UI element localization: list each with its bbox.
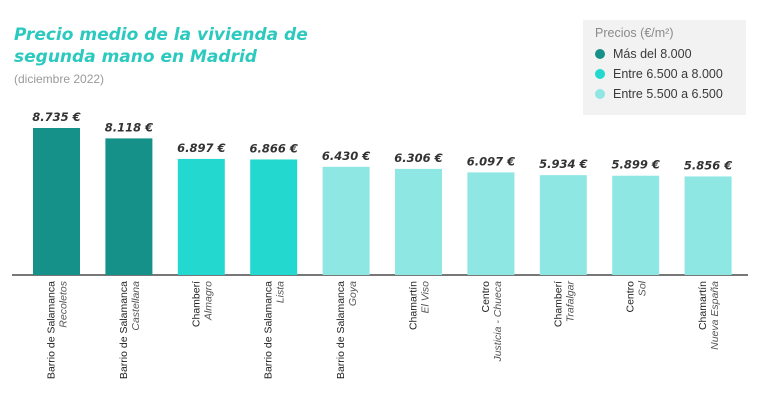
legend: Precios (€/m²) Más del 8.000 Entre 6.500… — [583, 20, 746, 115]
category-district-6: Chamartín — [408, 281, 420, 330]
category-label-5: Barrio de Salamanca Goya — [335, 281, 359, 379]
category-district-8: Chamberí — [552, 281, 564, 327]
category-neighborhood-3: Almagro — [202, 281, 214, 321]
legend-label-low: Entre 5.500 a 6.500 — [613, 87, 723, 101]
category-label-7: Centro Justicia - Chueca — [480, 281, 504, 363]
category-neighborhood-2: Castellana — [130, 281, 142, 331]
value-label-2: 8.118 € — [105, 120, 153, 134]
value-label-8: 5.934 € — [539, 157, 587, 171]
category-neighborhood-5: Goya — [347, 281, 359, 306]
value-label-1: 8.735 € — [32, 110, 80, 124]
legend-item-low: Entre 5.500 a 6.500 — [595, 86, 734, 102]
legend-item-high: Más del 8.000 — [595, 46, 734, 62]
value-label-3: 6.897 € — [177, 141, 225, 155]
legend-swatch-low — [595, 89, 605, 99]
category-neighborhood-8: Trafalgar — [564, 281, 576, 323]
legend-swatch-mid — [595, 69, 605, 79]
value-label-4: 6.866 € — [250, 141, 298, 155]
category-neighborhood-10: Nueva España — [709, 281, 721, 350]
category-neighborhood-4: Lista — [275, 281, 287, 303]
value-label-7: 6.097 € — [467, 154, 515, 168]
category-label-1: Barrio de Salamanca Recoletos — [46, 280, 70, 379]
value-label-9: 5.899 € — [612, 158, 660, 172]
bar-2 — [105, 138, 153, 275]
category-district-3: Chamberí — [190, 281, 202, 327]
category-label-6: Chamartín El Viso — [408, 281, 432, 330]
legend-swatch-high — [595, 49, 605, 59]
bar-6 — [395, 168, 442, 275]
bar-4 — [250, 159, 298, 275]
category-label-10: Chamartín Nueva España — [697, 281, 721, 350]
category-district-4: Barrio de Salamanca — [263, 281, 275, 379]
bar-8 — [539, 175, 587, 275]
legend-label-mid: Entre 6.500 a 8.000 — [613, 67, 723, 81]
category-district-9: Centro — [625, 281, 637, 313]
chart-subtitle: (diciembre 2022) — [14, 72, 105, 86]
bar-1 — [33, 128, 80, 275]
category-neighborhood-9: Sol — [637, 280, 649, 296]
category-neighborhood-6: El Viso — [420, 281, 432, 314]
value-label-5: 6.430 € — [322, 149, 370, 163]
legend-title: Precios (€/m²) — [595, 26, 674, 40]
bar-5 — [322, 166, 370, 275]
category-label-3: Chamberí Almagro — [190, 281, 214, 327]
category-label-8: Chamberí Trafalgar — [552, 281, 576, 328]
category-district-5: Barrio de Salamanca — [335, 281, 347, 379]
legend-label-high: Más del 8.000 — [613, 47, 692, 61]
value-label-6: 6.306 € — [394, 151, 442, 165]
category-neighborhood-7: Justicia - Chueca — [492, 281, 504, 363]
category-district-2: Barrio de Salamanca — [118, 281, 130, 379]
bar-3 — [177, 158, 225, 275]
bar-10 — [684, 176, 732, 275]
category-district-1: Barrio de Salamanca — [46, 281, 58, 379]
category-label-9: Centro Sol — [625, 280, 649, 312]
category-neighborhood-1: Recoletos — [58, 280, 70, 327]
bar-7 — [467, 172, 515, 275]
bar-9 — [612, 175, 660, 275]
chart-title: Precio medio de la vivienda de segunda m… — [14, 25, 308, 67]
category-district-7: Centro — [480, 281, 492, 313]
category-label-2: Barrio de Salamanca Castellana — [118, 281, 142, 379]
legend-item-mid: Entre 6.500 a 8.000 — [595, 66, 734, 82]
category-district-10: Chamartín — [697, 281, 709, 330]
category-label-4: Barrio de Salamanca Lista — [263, 281, 287, 379]
value-label-10: 5.856 € — [684, 158, 732, 172]
